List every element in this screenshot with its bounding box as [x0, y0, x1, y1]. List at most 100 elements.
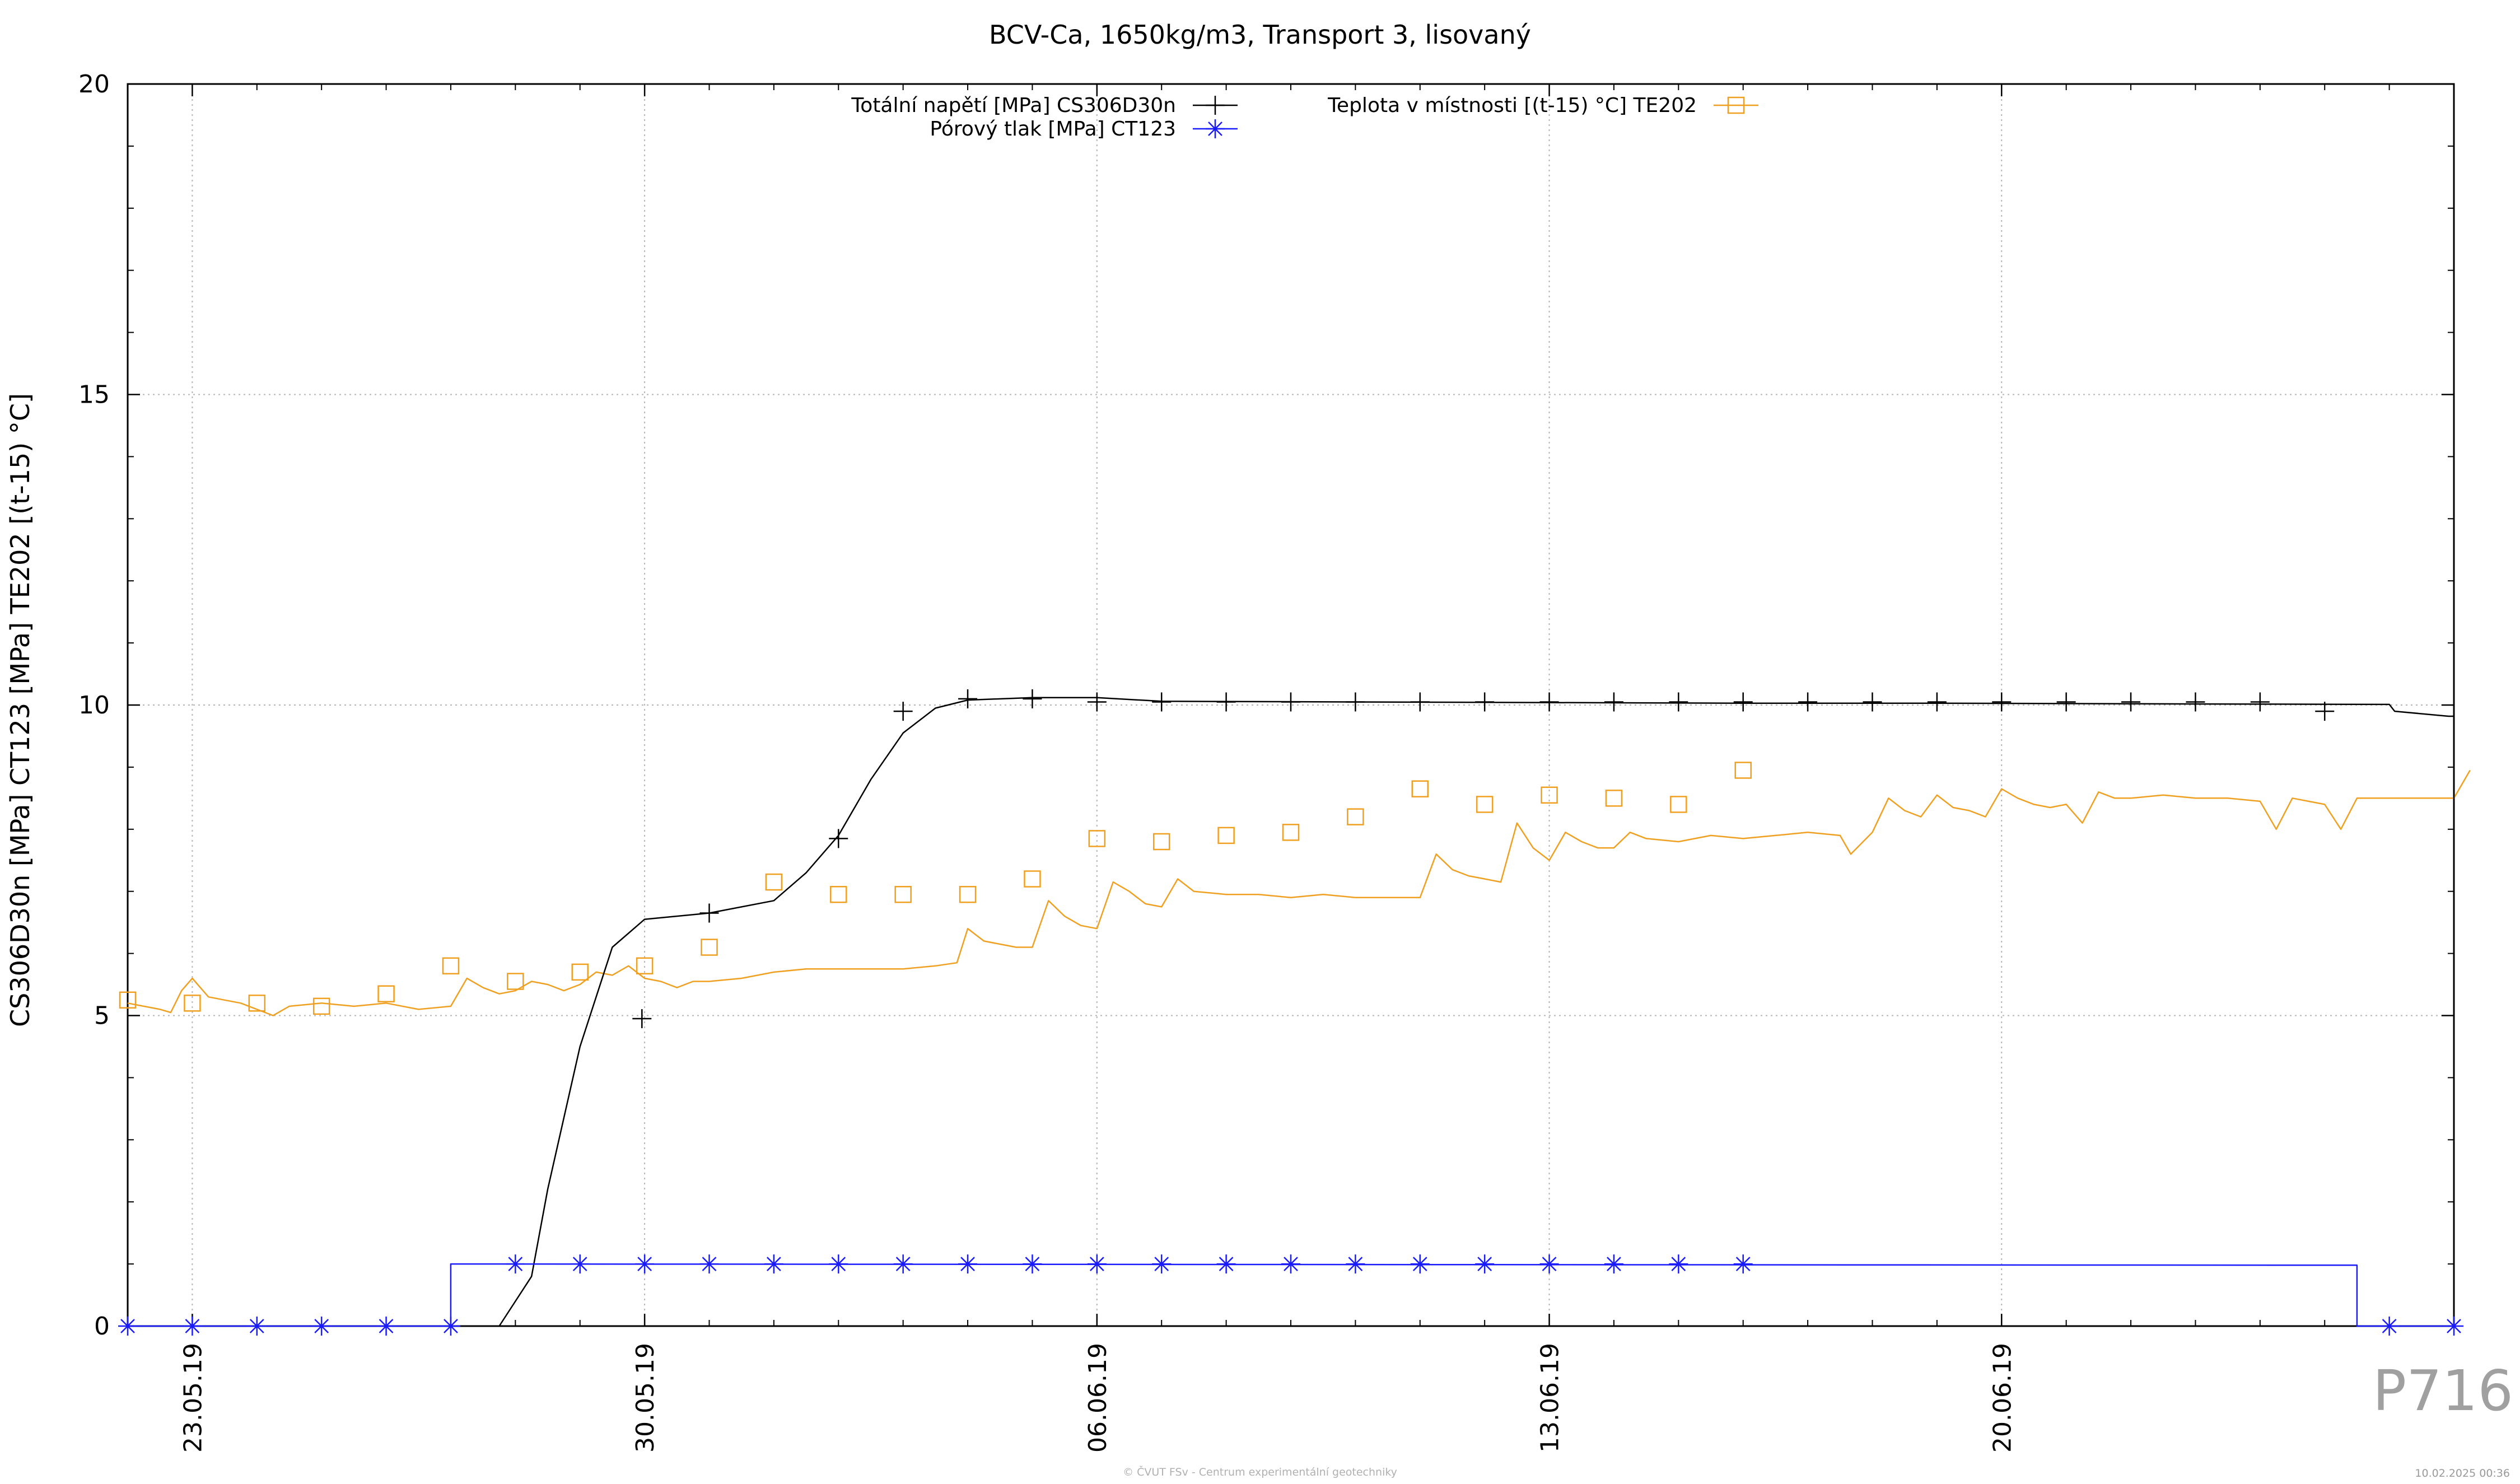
copyright-footer: © ČVUT FSv - Centrum experimentální geot…	[1123, 1466, 1397, 1478]
data-point-marker	[958, 1254, 978, 1274]
data-point-marker	[701, 939, 718, 956]
legend-label-pore-pressure: Pórový tlak [MPa] CT123	[930, 118, 1176, 141]
data-point-marker	[1863, 692, 1882, 712]
data-point-marker	[1541, 786, 1558, 804]
data-point-marker	[1734, 762, 1752, 779]
marker-stroke	[1670, 796, 1687, 813]
y-tick-label: 0	[94, 1312, 110, 1341]
marker-stroke	[120, 1319, 135, 1333]
data-point-marker	[1539, 1254, 1559, 1274]
marker-stroke	[765, 873, 783, 891]
marker-stroke	[314, 1319, 329, 1333]
data-point-marker	[764, 1254, 783, 1274]
data-point-marker	[2121, 692, 2141, 712]
marker-stroke	[2447, 1319, 2461, 1333]
series-line	[127, 769, 2471, 1016]
y-tick-label: 5	[94, 1002, 110, 1030]
data-point-marker	[1152, 692, 1172, 712]
data-point-marker	[1346, 1254, 1365, 1274]
data-point-marker	[570, 1254, 590, 1274]
data-point-marker	[1024, 870, 1041, 888]
data-point-marker	[1023, 1254, 1042, 1274]
marker-stroke	[1089, 1257, 1104, 1271]
data-point-marker	[1476, 796, 1494, 813]
data-point-marker	[377, 985, 395, 1002]
y-tick-label: 15	[78, 381, 110, 409]
data-point-marker	[1023, 689, 1042, 708]
data-point-marker	[959, 885, 977, 903]
x-tick-label: 20.06.19	[1988, 1343, 2017, 1453]
axis-ticks: 0 5 10 15 20 23.05.19 30.05.19 06.06.19 13.06.19…	[78, 70, 2454, 1453]
marker-stroke	[379, 1319, 394, 1333]
marker-stroke	[636, 957, 654, 975]
series-line	[498, 697, 2455, 1327]
marker-stroke	[507, 973, 524, 990]
data-point-marker	[1539, 692, 1559, 712]
series-pore-pressure	[118, 1254, 2463, 1336]
marker-stroke	[1476, 796, 1494, 813]
data-point-marker	[1281, 692, 1300, 712]
marker-stroke	[1541, 786, 1558, 804]
marker-stroke	[959, 885, 977, 903]
data-point-marker	[2056, 692, 2076, 712]
data-point-marker	[894, 885, 912, 903]
marker-stroke	[571, 963, 589, 981]
data-point-marker	[312, 997, 330, 1015]
marker-stroke	[895, 1257, 911, 1271]
marker-stroke	[1347, 808, 1364, 825]
data-point-marker	[184, 995, 201, 1012]
marker-stroke	[1607, 1257, 1621, 1271]
data-point-marker	[1152, 833, 1170, 851]
marker-stroke	[1219, 1257, 1234, 1271]
data-point-marker	[1217, 827, 1235, 844]
series-line	[128, 1263, 2454, 1327]
plot-id-watermark: P716	[2372, 1358, 2513, 1424]
data-point-marker	[1669, 1254, 1688, 1274]
data-point-marker	[571, 963, 589, 981]
data-point-marker	[248, 995, 266, 1012]
data-point-marker	[441, 1317, 460, 1336]
series-room-temperature	[119, 762, 2471, 1016]
data-point-marker	[893, 1254, 913, 1274]
data-point-marker	[1282, 824, 1300, 841]
y-tick-label: 10	[78, 691, 110, 720]
marker-stroke	[1412, 1257, 1427, 1271]
data-point-marker	[958, 689, 978, 708]
data-point-marker	[1604, 1254, 1623, 1274]
marker-stroke	[1025, 1257, 1040, 1271]
data-point-marker	[636, 957, 654, 975]
marker-stroke	[1605, 790, 1623, 807]
marker-stroke	[1088, 830, 1106, 847]
marker-stroke	[572, 1257, 587, 1271]
marker-stroke	[1154, 1257, 1169, 1271]
marker-stroke	[444, 1319, 458, 1333]
data-point-marker	[2186, 692, 2205, 712]
data-point-marker	[1347, 808, 1364, 825]
marker-stroke	[119, 991, 137, 1009]
legend-marker-sample	[1727, 96, 1745, 114]
data-point-marker	[312, 1317, 332, 1336]
marker-stroke	[249, 1319, 264, 1333]
data-point-marker	[699, 903, 719, 923]
marker-stroke	[960, 1257, 975, 1271]
marker-stroke	[1735, 1257, 1751, 1271]
marker-stroke	[1727, 96, 1745, 114]
data-point-marker	[1604, 692, 1623, 712]
marker-stroke	[2382, 1319, 2397, 1333]
data-point-marker	[830, 885, 847, 903]
marker-stroke	[1152, 833, 1170, 851]
data-point-marker	[376, 1317, 396, 1336]
legend-marker-sample	[1206, 119, 1225, 138]
data-point-marker	[118, 1317, 137, 1336]
legend-marker-sample	[1206, 96, 1225, 115]
marker-stroke	[508, 1257, 523, 1271]
marker-stroke	[702, 1257, 717, 1271]
data-point-marker	[1733, 1254, 1753, 1274]
marker-stroke	[185, 1319, 200, 1333]
data-point-marker	[1216, 692, 1236, 712]
marker-stroke	[1348, 1257, 1363, 1271]
marker-stroke	[1024, 870, 1041, 888]
marker-stroke	[1671, 1257, 1686, 1271]
y-axis-label: CS306D30n [MPa] CT123 [MPa] TE202 [(t-15…	[5, 393, 35, 1027]
